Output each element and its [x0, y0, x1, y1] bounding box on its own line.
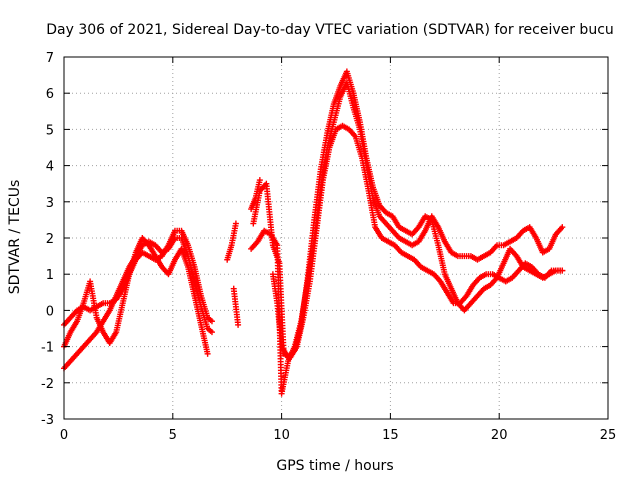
data-point [235, 321, 242, 328]
data-point [559, 224, 566, 231]
y-tick-label: 7 [46, 51, 54, 66]
data-point [208, 318, 215, 325]
data-point [204, 350, 211, 357]
x-tick-label: 0 [60, 428, 68, 443]
x-tick-label: 10 [273, 428, 290, 443]
series-track-c [61, 235, 211, 357]
x-axis-ticks: 0 5 10 15 20 25 [60, 57, 616, 443]
x-tick-label: 20 [491, 428, 508, 443]
y-axis-ticks: -3 -2 -1 0 1 2 3 4 5 6 7 [41, 51, 608, 428]
y-tick-label: 3 [46, 196, 54, 211]
x-axis-label: GPS time / hours [276, 458, 393, 474]
y-tick-label: 4 [46, 160, 54, 175]
y-axis-label: SDTVAR / TECUs [7, 180, 23, 295]
y-tick-label: 1 [46, 268, 54, 283]
y-tick-label: 6 [46, 87, 54, 102]
data-point [256, 177, 263, 184]
x-tick-label: 15 [382, 428, 399, 443]
y-tick-label: -1 [41, 341, 54, 356]
y-tick-label: 0 [46, 304, 54, 319]
series-track-f [248, 68, 566, 361]
y-tick-label: 2 [46, 232, 54, 247]
data-point [232, 220, 239, 227]
data-point [208, 329, 215, 336]
chart-title: Day 306 of 2021, Sidereal Day-to-day VTE… [46, 22, 614, 38]
data-points [61, 68, 566, 397]
series-track-d [224, 79, 566, 397]
y-tick-label: 5 [46, 123, 54, 138]
y-tick-label: -2 [41, 377, 54, 392]
data-point [559, 267, 566, 274]
x-tick-label: 5 [169, 428, 177, 443]
y-tick-label: -3 [41, 413, 54, 428]
x-tick-label: 25 [600, 428, 617, 443]
